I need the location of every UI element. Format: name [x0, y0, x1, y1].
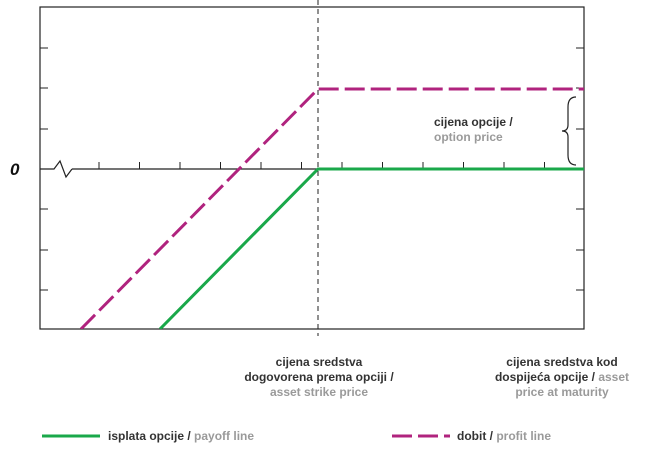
option-price-label: cijena opcije /: [434, 115, 513, 129]
option-price-brace: [561, 96, 577, 166]
maturity-label-line3-en: price at maturity: [515, 385, 609, 399]
option-price-label-en: option price: [434, 130, 503, 144]
maturity-price-label: cijena sredstva kod dospijeća opcije / a…: [482, 355, 642, 400]
maturity-label-line2-en: asset: [598, 370, 630, 384]
legend-payoff-label: isplata opcije /: [108, 429, 191, 443]
strike-label-line2: dogovorena prema opciji /: [244, 370, 394, 384]
zero-label: 0: [10, 160, 20, 179]
maturity-label-line2: dospijeća opcije /: [494, 370, 595, 384]
legend-item-profit: dobit / profit line: [457, 429, 551, 443]
legend-profit-label: dobit /: [457, 429, 493, 443]
option-price-annotation: cijena opcije / option price: [434, 115, 513, 145]
legend-payoff-label-en: payoff line: [194, 429, 255, 443]
strike-price-label: cijena sredstva dogovorena prema opciji …: [208, 355, 430, 400]
legend-profit-label-en: profit line: [496, 429, 552, 443]
legend-swatch-profit: [392, 434, 450, 438]
strike-label-line1: cijena sredstva: [275, 355, 363, 369]
strike-label-en: asset strike price: [269, 385, 369, 399]
legend-swatch-payoff: [42, 434, 100, 438]
maturity-label-line1: cijena sredstva kod: [506, 355, 618, 369]
profit-line: [79, 87, 584, 329]
legend-item-payoff: isplata opcije / payoff line: [108, 429, 254, 443]
axis-break: [40, 159, 73, 179]
payoff-line: [158, 167, 584, 329]
